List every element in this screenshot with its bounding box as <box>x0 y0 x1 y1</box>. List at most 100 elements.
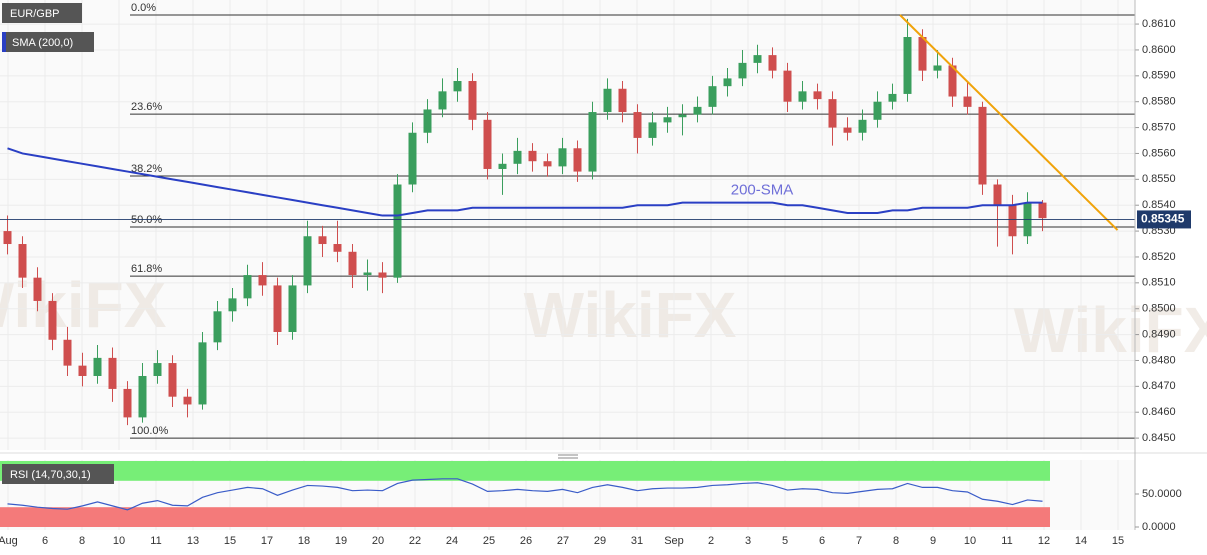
watermark: WikiFX <box>1014 294 1207 366</box>
y-tick-label: 0.8550 <box>1142 173 1176 185</box>
candle-body <box>498 163 507 169</box>
candle-body <box>213 311 222 343</box>
candle-body <box>153 363 162 376</box>
x-tick-label: 17 <box>261 535 273 547</box>
candle-body <box>543 161 552 167</box>
axes: Aug 6 8 10 11 13 15 17 18 19 20 22 24 25 26 27 29 31 Sep 2 3… <box>0 0 1191 547</box>
candle-body <box>93 357 102 376</box>
candle-body <box>483 119 492 169</box>
watermark: WikiFX <box>0 269 167 341</box>
x-tick-label: 12 <box>1038 535 1050 547</box>
y-tick-label: 0.8600 <box>1142 44 1176 56</box>
rsi-box <box>2 464 114 484</box>
candle-body <box>1008 205 1017 237</box>
candle-body <box>618 88 627 113</box>
candle-body <box>738 62 747 79</box>
y-tick-label: 0.8480 <box>1142 354 1176 366</box>
y-tick-label: 0.8520 <box>1142 251 1176 263</box>
candle-body <box>933 65 942 71</box>
candle-body <box>318 236 327 245</box>
y-tick-label: 0.8460 <box>1142 406 1176 418</box>
y-tick-label: 0.8570 <box>1142 121 1176 133</box>
candle-body <box>273 285 282 333</box>
x-tick-label: 3 <box>745 535 751 547</box>
x-tick-label: 20 <box>372 535 384 547</box>
candle-body <box>798 91 807 102</box>
last-price-box <box>1137 210 1191 229</box>
candle-body <box>423 109 432 133</box>
candle-body <box>258 275 267 286</box>
candle-body <box>723 78 732 87</box>
candle-body <box>138 375 147 418</box>
candle-body <box>183 396 192 405</box>
candle-body <box>753 55 762 63</box>
y-tick-label: 0.8540 <box>1142 199 1176 211</box>
x-tick-label: Aug <box>0 535 18 547</box>
indicator-swatch <box>2 32 6 52</box>
watermark: WikiFX <box>524 279 737 351</box>
y-tick-label: 0.8610 <box>1142 18 1176 30</box>
plot: 0.0% 23.6% 38.2% 50.0% 61.8% 100.0% 200-SMA <box>0 2 1135 527</box>
x-tick-label: 8 <box>79 535 85 547</box>
x-tick-label: 24 <box>446 535 458 547</box>
candle-body <box>768 55 777 71</box>
candle-body <box>348 251 357 276</box>
fib-label: 61.8% <box>131 263 162 275</box>
watermarks: WikiFX WikiFX WikiFX <box>0 269 1207 366</box>
last-price-label: 0.85345 <box>1141 212 1185 226</box>
trendline <box>899 14 1119 231</box>
candle-body <box>513 150 522 164</box>
candle-body <box>63 339 72 366</box>
x-tick-label: 6 <box>819 535 825 547</box>
x-tick-label: 11 <box>1001 535 1012 547</box>
candle-body <box>948 65 957 97</box>
x-tick-label: 10 <box>964 535 976 547</box>
x-tick-label: 9 <box>930 535 936 547</box>
candle-body <box>873 101 882 120</box>
candle-body <box>378 272 387 278</box>
x-tick-label: 29 <box>594 535 606 547</box>
candle-body <box>18 244 27 278</box>
sma-line <box>7 147 1043 217</box>
rsi-line <box>7 478 1043 511</box>
y-tick-label: 0.8560 <box>1142 147 1176 159</box>
indicator: SMA (200,0) <box>12 37 73 49</box>
candle-body <box>288 285 297 333</box>
candle-body <box>678 114 687 118</box>
fib-label: 100.0% <box>131 425 169 437</box>
x-tick-label: 10 <box>113 535 125 547</box>
candle-body <box>3 231 12 245</box>
candle-body <box>78 365 87 376</box>
candle-body <box>783 70 792 102</box>
symbol: EUR/GBP <box>10 8 60 20</box>
candle-body <box>828 99 837 128</box>
candle-body <box>693 106 702 115</box>
y-tick-label: 0.8590 <box>1142 70 1176 82</box>
candle-body <box>243 275 252 299</box>
fib-label: 50.0% <box>131 214 162 226</box>
candle-body <box>528 150 537 162</box>
x-tick-label: 26 <box>520 535 532 547</box>
x-tick-label: 14 <box>1075 535 1087 547</box>
y-tick-label: 0.8490 <box>1142 328 1176 340</box>
symbol-box <box>2 3 82 23</box>
x-tick-label: Sep <box>664 535 684 547</box>
rsi-label: RSI (14,70,30,1) <box>10 469 91 481</box>
y-tick-label: 0.8470 <box>1142 380 1176 392</box>
legend: EUR/GBP SMA (200,0) RSI (14,70,30,1) <box>2 3 114 484</box>
candle-body <box>1038 202 1047 219</box>
oversold-zone <box>0 507 1050 527</box>
candle-body <box>198 342 207 405</box>
fib-label: 0.0% <box>131 2 156 14</box>
candle-body <box>813 91 822 100</box>
candle-body <box>303 236 312 286</box>
rsi-tick-label: 50.0000 <box>1142 488 1182 500</box>
candle-body <box>573 148 582 172</box>
candle-body <box>363 272 372 276</box>
candle-body <box>663 117 672 123</box>
x-tick-label: 5 <box>782 535 788 547</box>
drag-handle[interactable] <box>558 454 578 459</box>
x-tick-label: 7 <box>856 535 862 547</box>
candle-body <box>123 388 132 418</box>
